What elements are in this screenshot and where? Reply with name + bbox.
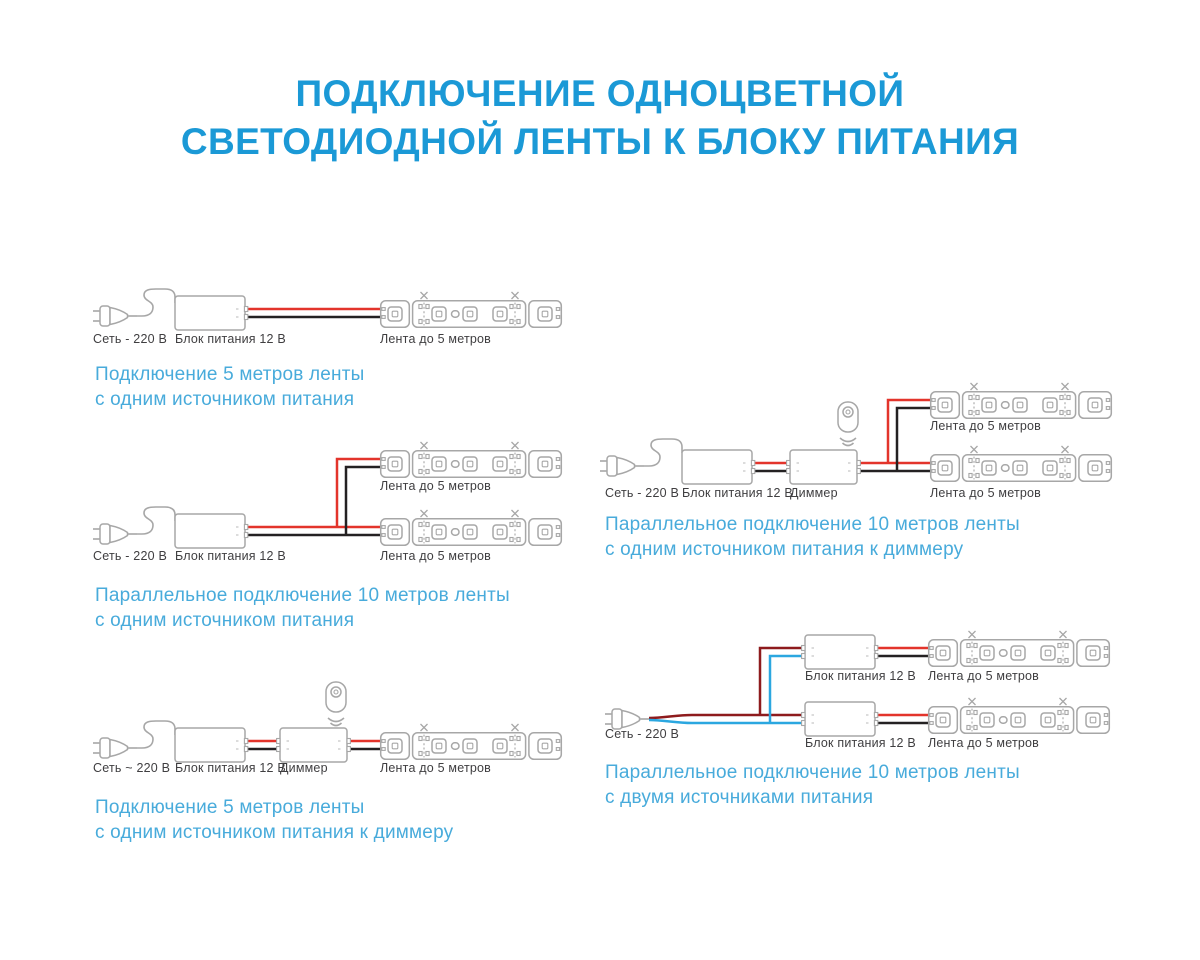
strip-label: Лента до 5 метров	[380, 761, 491, 775]
net-label: Сеть - 220 В	[93, 332, 167, 346]
psu-top-label: Блок питания 12 В	[805, 669, 916, 683]
led-strip-bottom	[929, 698, 1110, 733]
diagram-2: Лента до 5 метров Сеть - 220 В Блок пита…	[92, 440, 580, 563]
net-label: Сеть - 220 В	[605, 486, 679, 500]
psu-label: Блок питания 12 В	[175, 761, 286, 775]
psu-label: Блок питания 12 В	[175, 332, 286, 346]
diagram-1: Сеть - 220 В Блок питания 12 В Лента до …	[92, 288, 580, 346]
strip-bottom-label: Лента до 5 метров	[930, 486, 1041, 500]
power-supply-box-bottom	[800, 701, 879, 737]
plug-icon	[92, 305, 138, 327]
caption-2-line2: с одним источником питания	[95, 610, 355, 631]
caption-1-line1: Подключение 5 метров ленты	[95, 364, 365, 385]
strip-top-label: Лента до 5 метров	[930, 419, 1041, 433]
strip-bottom-label: Лента до 5 метров	[928, 736, 1039, 750]
power-supply-box	[174, 295, 249, 331]
wire-neutral-blue	[648, 654, 802, 725]
caption-2: Параллельное подключение 10 метров ленты…	[95, 583, 510, 633]
psu-label: Блок питания 12 В	[175, 549, 286, 563]
led-strip	[381, 292, 562, 327]
power-supply-box	[174, 513, 249, 549]
caption-3-line2: с одним источником питания к диммеру	[95, 822, 454, 843]
led-strip-bottom	[381, 510, 562, 545]
plug-icon	[599, 455, 645, 477]
led-strip-top	[929, 631, 1110, 666]
caption-5-line2: с двумя источниками питания	[605, 787, 874, 808]
remote-control-icon	[837, 401, 859, 447]
power-supply-box	[174, 727, 249, 763]
page-title-line2: СВЕТОДИОДНОЙ ЛЕНТЫ К БЛОКУ ПИТАНИЯ	[180, 121, 1020, 162]
net-label: Сеть ~ 220 В	[93, 761, 170, 775]
caption-1: Подключение 5 метров ленты с одним источ…	[95, 362, 365, 412]
strip-top-label: Лента до 5 метров	[928, 669, 1039, 683]
power-cord-squiggle	[136, 720, 176, 749]
caption-4: Параллельное подключение 10 метров ленты…	[605, 512, 1020, 562]
page-title-line1: ПОДКЛЮЧЕНИЕ ОДНОЦВЕТНОЙ	[295, 73, 905, 114]
caption-4-line2: с одним источником питания к диммеру	[605, 539, 964, 560]
plug-icon	[604, 708, 650, 730]
wire-plus-red	[753, 398, 930, 465]
led-strip	[381, 724, 562, 759]
diagram-4: Лента до 5 метров Сеть - 220 В Блок пита…	[599, 383, 1115, 500]
power-cord-squiggle	[136, 288, 176, 317]
dimmer-box	[275, 727, 352, 763]
psu-bottom-label: Блок питания 12 В	[805, 736, 916, 750]
power-supply-box	[681, 449, 756, 485]
wire-line-maroon	[648, 646, 802, 720]
power-cord-squiggle	[643, 438, 683, 467]
wire-minus-black	[753, 406, 930, 473]
net-label: Сеть - 220 В	[605, 727, 679, 741]
diagram-5: Блок питания 12 В Лента до 5 метров Сеть…	[604, 630, 1115, 750]
led-strip-top	[381, 442, 562, 477]
wire-minus-black	[878, 654, 928, 725]
plug-icon	[92, 737, 138, 759]
dimmer-label: Диммер	[280, 761, 328, 775]
caption-3: Подключение 5 метров ленты с одним источ…	[95, 795, 453, 845]
wire-plus-red	[878, 646, 928, 717]
caption-1-line2: с одним источником питания	[95, 389, 355, 410]
remote-control-icon	[325, 681, 347, 727]
caption-3-line1: Подключение 5 метров ленты	[95, 797, 365, 818]
power-supply-box-top	[800, 634, 879, 670]
dimmer-box	[785, 449, 862, 485]
net-label: Сеть - 220 В	[93, 549, 167, 563]
plug-icon	[92, 523, 138, 545]
psu-label: Блок питания 12 В	[682, 486, 793, 500]
wire-minus-black	[247, 465, 380, 537]
caption-2-line1: Параллельное подключение 10 метров ленты	[95, 585, 510, 606]
power-cord-squiggle	[136, 506, 176, 535]
page-title: ПОДКЛЮЧЕНИЕ ОДНОЦВЕТНОЙ СВЕТОДИОДНОЙ ЛЕН…	[0, 70, 1200, 166]
wire-plus-red	[247, 457, 380, 529]
strip-top-label: Лента до 5 метров	[380, 479, 491, 493]
dimmer-label: Диммер	[790, 486, 838, 500]
strip-label: Лента до 5 метров	[380, 332, 491, 346]
diagram-3: Сеть ~ 220 В Блок питания 12 В Диммер Ле…	[92, 681, 580, 775]
strip-bottom-label: Лента до 5 метров	[380, 549, 491, 563]
led-strip-bottom	[931, 446, 1112, 481]
caption-5: Параллельное подключение 10 метров ленты…	[605, 760, 1020, 810]
led-strip-top	[931, 383, 1112, 418]
caption-5-line1: Параллельное подключение 10 метров ленты	[605, 762, 1020, 783]
caption-4-line1: Параллельное подключение 10 метров ленты	[605, 514, 1020, 535]
